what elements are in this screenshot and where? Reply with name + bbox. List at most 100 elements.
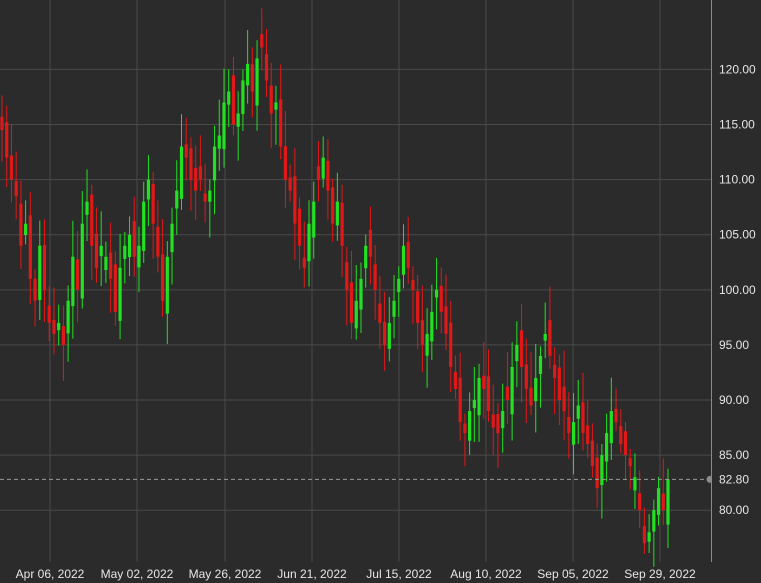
candle-body [505, 386, 510, 401]
candle [47, 285, 51, 342]
candle [496, 403, 500, 468]
candle-body [165, 256, 169, 314]
candle [246, 30, 250, 104]
x-tick-label: May 26, 2022 [189, 567, 262, 581]
candle [217, 99, 221, 171]
candle [666, 468, 670, 549]
candle-body [212, 146, 217, 181]
candle-body [260, 34, 264, 48]
candle [600, 443, 604, 519]
candle [297, 197, 302, 270]
candle-body [392, 300, 396, 317]
candle-body [151, 183, 155, 224]
candle-body [170, 223, 174, 253]
candle-body [217, 135, 221, 149]
candle [656, 476, 661, 526]
candle [633, 453, 637, 510]
candle [482, 341, 486, 419]
candle [231, 56, 236, 136]
candle [236, 91, 240, 161]
candle [510, 342, 514, 441]
candle-body [387, 322, 391, 349]
candle-body [600, 455, 604, 486]
candle [619, 409, 623, 454]
candle [524, 338, 528, 424]
candle [661, 458, 665, 525]
candle [132, 196, 136, 277]
candle-body [623, 431, 628, 456]
candle [142, 181, 146, 263]
candle [642, 507, 646, 554]
candle-body [472, 400, 476, 409]
candle-body [406, 241, 410, 268]
candle-body [331, 187, 335, 224]
candle [146, 155, 151, 226]
candle [194, 145, 198, 220]
candle-body [132, 221, 136, 257]
candle-body [236, 113, 240, 127]
candle [123, 232, 127, 284]
candle-body [227, 91, 231, 105]
candle-body [515, 344, 519, 362]
candle-body [397, 278, 401, 293]
x-tick-label: Aug 10, 2022 [450, 567, 522, 581]
candle-body [619, 425, 623, 445]
candle-body [250, 64, 254, 92]
candle-body [382, 321, 387, 345]
candle-body [609, 411, 613, 444]
candle [14, 151, 18, 220]
candle-body [661, 493, 665, 511]
y-tick-label: 95.00 [719, 338, 749, 352]
candle-body [571, 422, 576, 445]
candle [623, 422, 628, 479]
candle-body [255, 58, 259, 106]
x-tick-label: Sep 29, 2022 [624, 567, 696, 581]
candle-body [85, 201, 89, 215]
candle [345, 246, 349, 326]
candle [179, 114, 184, 210]
candle [519, 304, 524, 403]
candle-body [364, 245, 368, 269]
candle-body [137, 245, 141, 268]
candle-body [524, 364, 528, 389]
candle-body [326, 160, 330, 191]
candle-body [109, 252, 113, 279]
candle-body [633, 477, 637, 491]
candle-body [477, 377, 481, 416]
candle-body [453, 371, 458, 389]
candle-body [246, 63, 250, 86]
candle [260, 8, 264, 71]
candle [567, 391, 571, 459]
candle [373, 245, 377, 320]
candle-body [47, 305, 51, 323]
candle [553, 347, 557, 415]
candle-body [208, 190, 212, 202]
candle [293, 148, 297, 260]
candle-body [33, 278, 37, 301]
candle-body [482, 375, 486, 389]
candle [212, 125, 217, 215]
candle [628, 448, 632, 490]
y-tick-label: 120.00 [719, 62, 756, 76]
candle-body [416, 291, 420, 323]
x-tick-label: May 02, 2022 [101, 567, 174, 581]
candle [241, 69, 245, 132]
grid-lines [0, 0, 711, 562]
candle [364, 234, 368, 288]
candle-body [156, 226, 160, 257]
candle [33, 269, 37, 327]
candle-body [104, 256, 108, 270]
candle [80, 191, 84, 309]
candle [458, 352, 462, 441]
y-tick-label: 80.00 [719, 503, 749, 517]
candle [85, 169, 89, 242]
candle [444, 274, 448, 351]
candle-body [288, 177, 292, 191]
candle-body [420, 320, 424, 345]
x-tick-label: Sep 05, 2022 [537, 567, 609, 581]
candle [24, 200, 28, 245]
candle-body [576, 405, 580, 419]
candle [335, 172, 339, 241]
candle [127, 216, 132, 277]
candle [515, 321, 519, 388]
